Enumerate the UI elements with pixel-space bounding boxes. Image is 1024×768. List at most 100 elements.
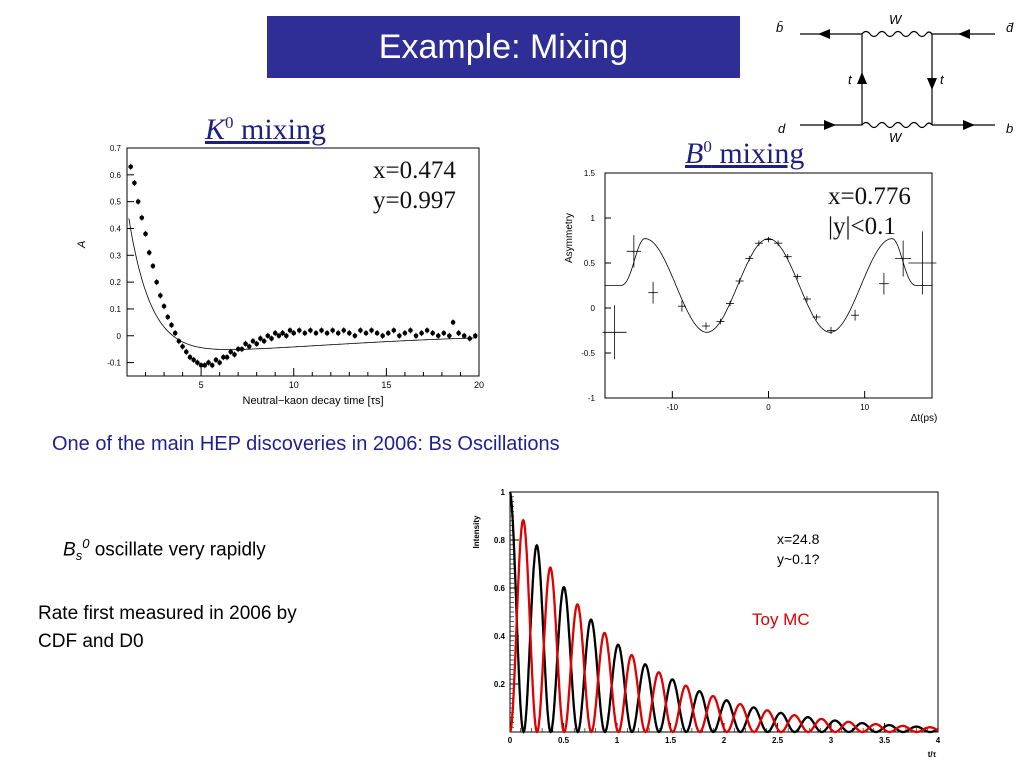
k0-chart-title: K0 mixing — [205, 113, 327, 146]
k0-data-point — [461, 333, 467, 339]
arrow-down-icon — [927, 78, 937, 90]
k0-data-point — [172, 330, 178, 336]
bs-xtick-label: 0.5 — [558, 736, 570, 745]
bs-annotation-y: y~0.1? — [777, 551, 820, 567]
k0-data-point — [335, 330, 341, 336]
bs-xtick-label: 3.5 — [879, 736, 891, 745]
k0-data-point — [143, 231, 148, 237]
k0-data-point — [358, 328, 363, 333]
k0-data-point — [243, 341, 248, 347]
k0-data-point — [408, 328, 413, 333]
b0-yaxis-label: Asymmetry — [564, 213, 575, 263]
arrow-right-icon — [824, 120, 836, 130]
k0-data-point — [302, 330, 308, 336]
b0-params: x=0.776 |y|<0.1 — [828, 182, 911, 242]
bs-xtick-label: 2 — [722, 736, 727, 745]
k0-data-point — [352, 333, 358, 339]
k0-data-point — [221, 354, 226, 360]
toy-mc-label: Toy MC — [752, 610, 810, 629]
k0-data-point — [258, 336, 263, 341]
headline-text: One of the main HEP discoveries in 2006:… — [52, 433, 560, 455]
k0-data-point — [139, 215, 145, 221]
rate-line-1: Rate first measured in 2006 by — [38, 603, 297, 624]
k0-data-point — [385, 330, 391, 336]
k0-data-point — [280, 330, 285, 336]
bs-ytick-label: 0.2 — [494, 680, 506, 689]
k0-ytick-label: 0.5 — [110, 198, 122, 207]
k0-data-point — [450, 320, 456, 325]
k0-xaxis-label: Neutral−kaon decay time [τs] — [243, 395, 384, 407]
b0-ytick-label: -0.5 — [581, 349, 595, 358]
k0-data-point — [228, 349, 234, 355]
k0-data-point — [341, 328, 347, 333]
feynman-w-top-wavy — [861, 30, 933, 38]
b0-chart-title: B0 mixing — [685, 137, 805, 170]
b0-xtick-label: -10 — [667, 403, 679, 412]
bs-ytick-label: 0.8 — [494, 536, 506, 545]
k0-ytick-label: 0 — [117, 332, 122, 341]
k0-ytick-label: 0.4 — [110, 224, 122, 233]
k0-data-point — [158, 293, 163, 298]
k0-xtick-label: 10 — [289, 380, 299, 390]
k0-data-point — [202, 362, 208, 368]
k0-data-point — [272, 330, 278, 336]
k0-data-point — [402, 330, 408, 336]
k0-mixing-chart: -0.1 0 0.1 0.2 0.3 0.4 0.5 0.6 0.7 5 10 15 20 Neutral… — [76, 144, 484, 407]
k0-data-point — [430, 330, 435, 336]
label-d: d — [778, 121, 786, 136]
k0-data-point — [180, 344, 185, 349]
k0-data-point — [146, 250, 152, 255]
k0-data-point — [308, 328, 313, 333]
k0-data-point — [128, 164, 134, 170]
bs-yaxis-label: Intensity — [472, 515, 481, 548]
k0-data-point — [276, 333, 282, 339]
arrow-left-icon — [818, 29, 830, 39]
k0-xtick-label: 15 — [381, 380, 391, 390]
k0-data-point — [183, 349, 189, 355]
bs-series-line — [508, 491, 939, 734]
k0-data-point — [441, 330, 447, 336]
k0-data-point — [374, 330, 380, 336]
k0-ytick-label: -0.1 — [107, 359, 121, 368]
b0-ytick-label: 1.5 — [584, 169, 596, 178]
k0-data-point — [435, 333, 441, 339]
b0-mixing-chart: -1 -0.5 0 0.5 1 1.5 -10 0 10 Δt(ps) Asymmetry — [564, 169, 938, 424]
bs-xtick-label: 1 — [615, 736, 620, 745]
b0-fit-curve — [605, 238, 932, 333]
k0-data-point — [363, 330, 369, 336]
k0-data-point — [261, 338, 267, 344]
k0-data-point — [246, 344, 252, 349]
k0-data-point — [209, 362, 215, 368]
label-bbar: b̄ — [776, 20, 783, 35]
b0-xaxis-label: Δt(ps) — [911, 413, 938, 424]
arrow-right-icon — [963, 120, 975, 130]
k0-data-point — [397, 333, 402, 339]
k0-data-point — [206, 360, 211, 365]
b0-ytick-label: 0.5 — [584, 259, 596, 268]
k0-plot-frame — [126, 147, 480, 377]
k0-data-point — [135, 199, 141, 204]
b0-ytick-label: -1 — [588, 394, 596, 403]
k0-data-point — [187, 354, 193, 360]
k0-data-point — [330, 328, 335, 333]
label-dbar: d̄ — [1006, 20, 1014, 35]
feynman-w-bottom-wavy — [861, 121, 933, 129]
k0-data-point — [232, 352, 237, 357]
b0-ytick-label: 1 — [591, 214, 596, 223]
bs-ytick-label: 1 — [501, 488, 506, 497]
label-t-right: t — [940, 72, 945, 87]
k0-ytick-label: 0.3 — [110, 251, 122, 260]
k0-data-point — [150, 263, 156, 269]
k0-data-point — [347, 330, 352, 336]
k0-data-point — [154, 279, 159, 285]
k0-data-point — [380, 333, 385, 339]
k0-param-y: y=0.997 — [373, 187, 456, 214]
k0-data-point — [369, 328, 374, 333]
b0-xtick-label: 10 — [860, 403, 869, 412]
bs-ytick-label: 0.4 — [494, 632, 506, 641]
bs-xtick-label: 1.5 — [665, 736, 677, 745]
rate-line-2: CDF and D0 — [38, 631, 144, 652]
k0-yaxis-label: A — [76, 241, 88, 249]
b0-xtick-label: 0 — [766, 403, 771, 412]
k0-fit-curve — [128, 218, 478, 350]
